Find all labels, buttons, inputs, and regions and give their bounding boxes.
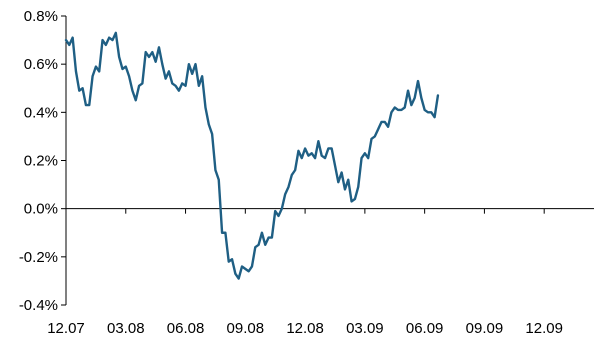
x-tick-label: 12.08 — [286, 320, 324, 337]
y-tick-label: 0.4% — [24, 104, 58, 121]
y-tick-label: 0.6% — [24, 56, 58, 73]
y-tick-label: 0.2% — [24, 153, 58, 170]
y-tick-label: -0.2% — [19, 249, 58, 266]
y-tick-label: 0.0% — [24, 201, 58, 218]
x-tick-label: 09.09 — [466, 320, 504, 337]
series-line — [64, 31, 440, 280]
x-tick-label: 03.09 — [346, 320, 384, 337]
y-axis: -0.4% -0.2% 0.0% 0.2% 0.4% 0.6% 0.8% — [19, 8, 67, 314]
x-tick-label: 03.08 — [107, 320, 145, 337]
x-tick-label: 12.07 — [47, 320, 85, 337]
x-axis: 12.07 03.08 06.08 09.08 12.08 03.09 06.09 09.09… — [47, 208, 594, 337]
x-tick-label: 06.08 — [167, 320, 205, 337]
x-tick-label: 12.09 — [525, 320, 563, 337]
y-tick-label: -0.4% — [19, 297, 58, 314]
x-tick-label: 09.08 — [227, 320, 265, 337]
series-layer — [64, 31, 440, 280]
x-tick-label: 06.09 — [406, 320, 444, 337]
y-tick-label: 0.8% — [24, 8, 58, 25]
